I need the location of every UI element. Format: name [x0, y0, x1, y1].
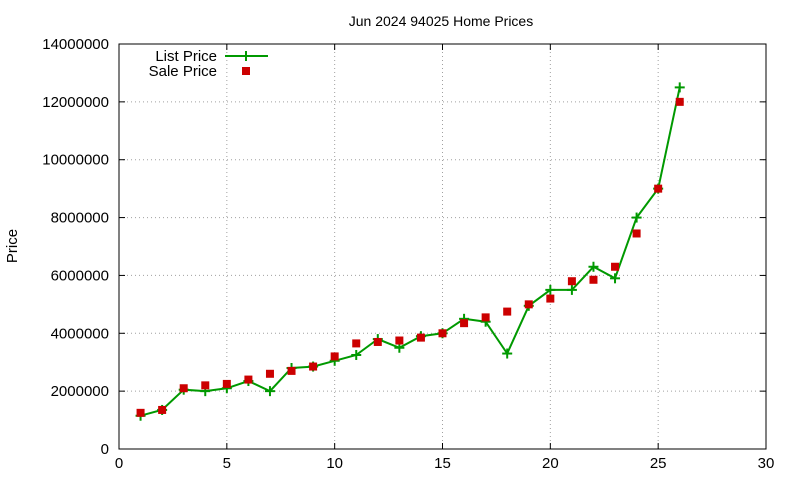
- point-sale-price: [222, 379, 231, 388]
- point-sale-price: [503, 307, 512, 316]
- point-sale-price: [309, 362, 318, 371]
- y-tick-label: 8000000: [51, 210, 109, 227]
- point-list-price: [631, 212, 642, 223]
- point-list-price: [566, 284, 577, 295]
- y-axis: 0 2000000 4000000 6000000 8000000 10000000 120…: [42, 36, 766, 458]
- legend-label-sale-price: Sale Price: [149, 63, 217, 80]
- x-tick-label: 15: [434, 455, 451, 472]
- y-tick-label: 12000000: [42, 94, 109, 111]
- y-tick-label: 4000000: [51, 325, 109, 342]
- point-sale-price: [438, 329, 447, 338]
- y-tick-label: 6000000: [51, 267, 109, 284]
- y-tick-label: 0: [101, 441, 109, 458]
- point-sale-price: [265, 369, 274, 378]
- point-sale-price: [136, 408, 145, 417]
- x-tick-label: 0: [115, 455, 123, 472]
- x-tick-label: 20: [542, 455, 559, 472]
- point-sale-price: [632, 229, 641, 238]
- legend: List Price Sale Price: [149, 48, 268, 80]
- point-list-price: [588, 261, 599, 272]
- point-sale-price: [158, 405, 167, 414]
- x-tick-label: 5: [223, 455, 231, 472]
- legend-marker-list-price: [241, 51, 251, 61]
- series-layer: [135, 82, 685, 421]
- x-tick-label: 30: [758, 455, 775, 472]
- point-sale-price: [460, 319, 469, 328]
- grid: [119, 44, 766, 449]
- y-axis-label: Price: [4, 229, 21, 263]
- y-tick-label: 14000000: [42, 36, 109, 53]
- point-sale-price: [481, 313, 490, 322]
- point-sale-price: [287, 366, 296, 375]
- point-sale-price: [611, 262, 620, 271]
- point-sale-price: [675, 97, 684, 106]
- point-sale-price: [330, 352, 339, 361]
- point-sale-price: [201, 381, 210, 390]
- series-line-list-price: [140, 87, 681, 417]
- x-tick-label: 10: [326, 455, 343, 472]
- point-sale-price: [546, 294, 555, 303]
- point-list-price: [545, 284, 556, 295]
- x-axis: 0 5 10 15 20 25 30: [115, 44, 775, 472]
- legend-label-list-price: List Price: [155, 48, 217, 65]
- point-list-price: [351, 349, 362, 360]
- point-sale-price: [179, 384, 188, 393]
- x-tick-label: 25: [650, 455, 667, 472]
- point-sale-price: [395, 336, 404, 345]
- y-tick-label: 2000000: [51, 383, 109, 400]
- point-sale-price: [654, 184, 663, 193]
- point-sale-price: [352, 339, 361, 348]
- point-sale-price: [567, 277, 576, 286]
- point-sale-price: [589, 275, 598, 284]
- point-sale-price: [524, 300, 533, 309]
- chart-title: Jun 2024 94025 Home Prices: [349, 13, 533, 29]
- point-sale-price: [416, 333, 425, 342]
- point-list-price: [674, 82, 685, 93]
- point-list-price: [610, 273, 621, 284]
- y-tick-label: 10000000: [42, 152, 109, 169]
- legend-marker-sale-price: [242, 67, 250, 75]
- series-list-price: [135, 82, 685, 421]
- point-list-price: [264, 386, 275, 397]
- point-list-price: [502, 348, 513, 359]
- point-sale-price: [244, 375, 253, 384]
- point-sale-price: [373, 337, 382, 346]
- series-sale-price: [136, 97, 684, 417]
